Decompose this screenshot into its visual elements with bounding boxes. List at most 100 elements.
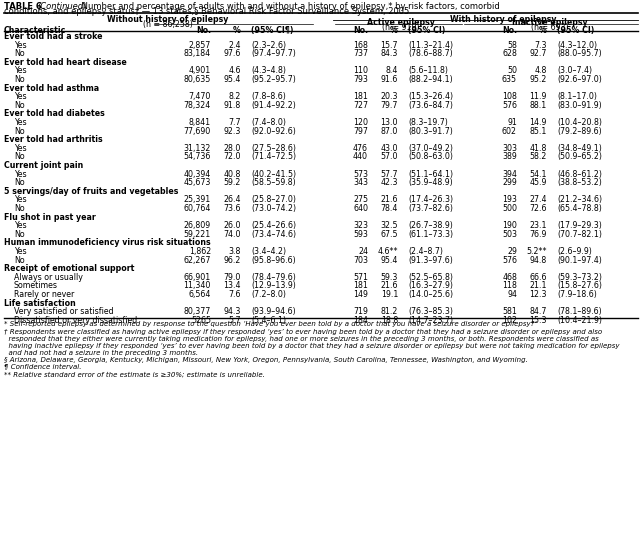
Text: 32.5: 32.5	[381, 221, 398, 230]
Text: 54,736: 54,736	[183, 153, 211, 161]
Text: 149: 149	[353, 290, 368, 299]
Text: (73.0–74.2): (73.0–74.2)	[251, 204, 296, 213]
Text: 394: 394	[502, 170, 517, 179]
Text: Ever told had arthritis: Ever told had arthritis	[4, 135, 103, 144]
Text: 92.7: 92.7	[529, 49, 547, 58]
Text: (12.9–13.9): (12.9–13.9)	[251, 282, 296, 290]
Text: 45.9: 45.9	[529, 178, 547, 187]
Text: 703: 703	[353, 256, 368, 264]
Text: (7.8–8.6): (7.8–8.6)	[251, 92, 286, 101]
Text: 7.7: 7.7	[228, 118, 241, 127]
Text: No.: No.	[196, 26, 211, 35]
Text: (93.9–94.6): (93.9–94.6)	[251, 307, 296, 316]
Text: 95.4: 95.4	[224, 75, 241, 84]
Text: 57.0: 57.0	[381, 153, 398, 161]
Text: (n = 919): (n = 919)	[382, 23, 419, 32]
Text: 120: 120	[353, 118, 368, 127]
Text: 343: 343	[353, 178, 368, 187]
Text: 12.3: 12.3	[529, 290, 547, 299]
Text: No: No	[14, 75, 24, 84]
Text: (17.4–26.3): (17.4–26.3)	[408, 196, 453, 204]
Text: Yes: Yes	[14, 67, 27, 75]
Text: 42.3: 42.3	[381, 178, 398, 187]
Text: (26.7–38.9): (26.7–38.9)	[408, 221, 453, 230]
Text: 58.2: 58.2	[529, 153, 547, 161]
Text: (Continued): (Continued)	[37, 2, 87, 11]
Text: 8.2: 8.2	[229, 92, 241, 101]
Text: (73.6–84.7): (73.6–84.7)	[408, 101, 453, 110]
Text: 11,340: 11,340	[183, 282, 211, 290]
Text: 500: 500	[502, 204, 517, 213]
Text: 110: 110	[353, 67, 368, 75]
Text: 1,862: 1,862	[188, 247, 211, 256]
Text: 76.9: 76.9	[529, 230, 547, 239]
Text: 18.8: 18.8	[381, 316, 398, 325]
Text: 389: 389	[503, 153, 517, 161]
Text: Yes: Yes	[14, 247, 27, 256]
Text: 15.7: 15.7	[381, 41, 398, 50]
Text: Yes: Yes	[14, 144, 27, 153]
Text: (n = 693): (n = 693)	[531, 23, 569, 32]
Text: 8,841: 8,841	[189, 118, 211, 127]
Text: 96.2: 96.2	[224, 256, 241, 264]
Text: (8.3–19.7): (8.3–19.7)	[408, 118, 448, 127]
Text: (25.8–27.0): (25.8–27.0)	[251, 196, 296, 204]
Text: 21.6: 21.6	[381, 196, 398, 204]
Text: 21.1: 21.1	[529, 282, 547, 290]
Text: (88.2–94.1): (88.2–94.1)	[408, 75, 453, 84]
Text: (95% CI): (95% CI)	[408, 26, 445, 35]
Text: 4.6: 4.6	[228, 67, 241, 75]
Text: 91: 91	[507, 118, 517, 127]
Text: 72.6: 72.6	[529, 204, 547, 213]
Text: 59.3: 59.3	[381, 273, 398, 282]
Text: 19.1: 19.1	[381, 290, 398, 299]
Text: Current joint pain: Current joint pain	[4, 161, 83, 170]
Text: 74.0: 74.0	[224, 230, 241, 239]
Text: 60,764: 60,764	[183, 204, 211, 213]
Text: (95.2–95.7): (95.2–95.7)	[251, 75, 296, 84]
Text: 72.0: 72.0	[224, 153, 241, 161]
Text: (91.4–92.2): (91.4–92.2)	[251, 101, 296, 110]
Text: (88.0–95.7): (88.0–95.7)	[557, 49, 602, 58]
Text: (51.1–64.1): (51.1–64.1)	[408, 170, 453, 179]
Text: (27.5–28.6): (27.5–28.6)	[251, 144, 296, 153]
Text: 581: 581	[502, 307, 517, 316]
Text: (34.8–49.1): (34.8–49.1)	[557, 144, 602, 153]
Text: (37.0–49.2): (37.0–49.2)	[408, 144, 453, 153]
Text: (46.8–61.2): (46.8–61.2)	[557, 170, 602, 179]
Text: 3.8: 3.8	[229, 247, 241, 256]
Text: 5 servings/day of fruits and vegetables: 5 servings/day of fruits and vegetables	[4, 187, 178, 196]
Text: 21.6: 21.6	[381, 282, 398, 290]
Text: 727: 727	[353, 101, 368, 110]
Text: No: No	[14, 256, 24, 264]
Text: 97.6: 97.6	[224, 49, 241, 58]
Text: 23.1: 23.1	[529, 221, 547, 230]
Text: 29: 29	[507, 247, 517, 256]
Text: 88.1: 88.1	[529, 101, 547, 110]
Text: Without history of epilepsy: Without history of epilepsy	[107, 15, 228, 24]
Text: (7.4–8.0): (7.4–8.0)	[251, 118, 286, 127]
Text: 62,267: 62,267	[183, 256, 211, 264]
Text: (16.3–27.9): (16.3–27.9)	[408, 282, 453, 290]
Text: 58: 58	[507, 41, 517, 50]
Text: 190: 190	[502, 221, 517, 230]
Text: 24: 24	[358, 247, 368, 256]
Text: * Self-reported epilepsy as determined by response to the question ‘Have you eve: * Self-reported epilepsy as determined b…	[4, 321, 537, 327]
Text: 94.3: 94.3	[224, 307, 241, 316]
Text: 59,221: 59,221	[184, 230, 211, 239]
Text: † Respondents were classified as having active epilepsy if they responded ‘yes’ : † Respondents were classified as having …	[4, 328, 602, 334]
Text: 54.1: 54.1	[529, 170, 547, 179]
Text: (17.9–29.3): (17.9–29.3)	[557, 221, 602, 230]
Text: 737: 737	[353, 49, 368, 58]
Text: 94.8: 94.8	[529, 256, 547, 264]
Text: (n = 86,258): (n = 86,258)	[143, 20, 192, 29]
Text: No.: No.	[353, 26, 368, 35]
Text: (92.6–97.0): (92.6–97.0)	[557, 75, 602, 84]
Text: (58.5–59.8): (58.5–59.8)	[251, 178, 296, 187]
Text: Yes: Yes	[14, 170, 27, 179]
Text: (95% CI): (95% CI)	[557, 26, 594, 35]
Text: (4.3–4.8): (4.3–4.8)	[251, 67, 286, 75]
Text: 468: 468	[502, 273, 517, 282]
Text: 73.6: 73.6	[224, 204, 241, 213]
Text: 79.0: 79.0	[224, 273, 241, 282]
